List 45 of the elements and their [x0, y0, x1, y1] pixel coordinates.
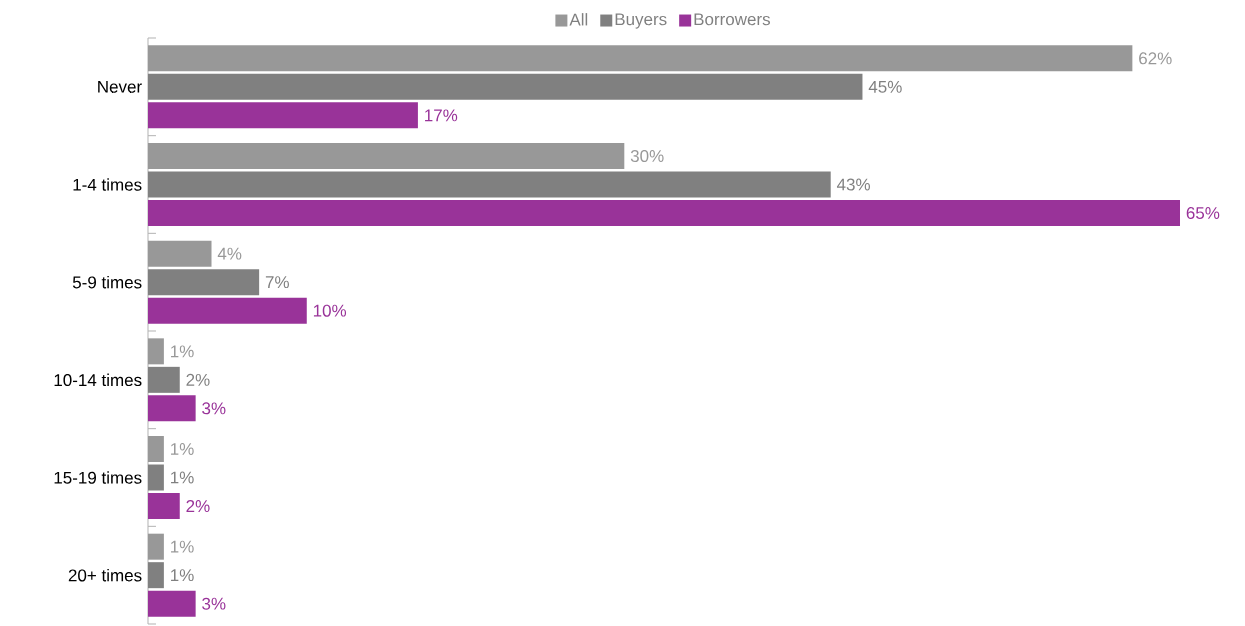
legend-label: Borrowers — [694, 13, 770, 26]
data-label: 1% — [171, 471, 194, 484]
bar — [148, 269, 260, 296]
data-label: 1% — [171, 569, 194, 582]
data-label: 3% — [202, 402, 226, 415]
data-label: 1% — [171, 443, 194, 455]
y-tick-label: 10-14 times — [54, 373, 142, 387]
bar — [148, 240, 212, 267]
bar — [148, 464, 164, 491]
bar — [148, 45, 1133, 72]
data-label: 62% — [1139, 52, 1172, 65]
data-label: 2% — [186, 500, 210, 512]
legend-label: Buyers — [615, 13, 667, 29]
bar — [148, 171, 831, 198]
data-label: 43% — [836, 178, 870, 191]
data-label: 2% — [186, 373, 210, 386]
bar — [148, 102, 418, 129]
data-label: 17% — [425, 109, 458, 122]
bar — [148, 143, 625, 170]
data-label: 1% — [171, 345, 194, 358]
bar — [148, 493, 180, 520]
y-tick-label: 5-9 times — [72, 275, 142, 289]
data-label: 30% — [630, 149, 664, 163]
data-label: 10% — [313, 304, 347, 317]
y-tick-label: 20+ times — [68, 568, 142, 582]
data-label: 4% — [217, 247, 242, 260]
y-tick-label: Never — [98, 80, 142, 93]
bar — [148, 533, 164, 560]
data-label: 45% — [868, 80, 902, 93]
data-label: 1% — [171, 540, 194, 553]
data-label: 3% — [202, 597, 226, 610]
y-tick-label: 15-19 times — [54, 471, 142, 484]
bar — [148, 338, 164, 365]
bar — [148, 436, 164, 463]
bar — [148, 366, 180, 393]
bar — [148, 297, 307, 324]
bar — [148, 73, 863, 100]
bar — [148, 562, 164, 589]
bar — [148, 395, 196, 422]
bar — [148, 200, 1180, 227]
legend-label: All — [569, 13, 588, 26]
bar — [148, 590, 196, 617]
y-tick-label: 1-4 times — [73, 178, 142, 191]
data-label: 65% — [1186, 206, 1220, 220]
data-label: 7% — [265, 276, 289, 289]
